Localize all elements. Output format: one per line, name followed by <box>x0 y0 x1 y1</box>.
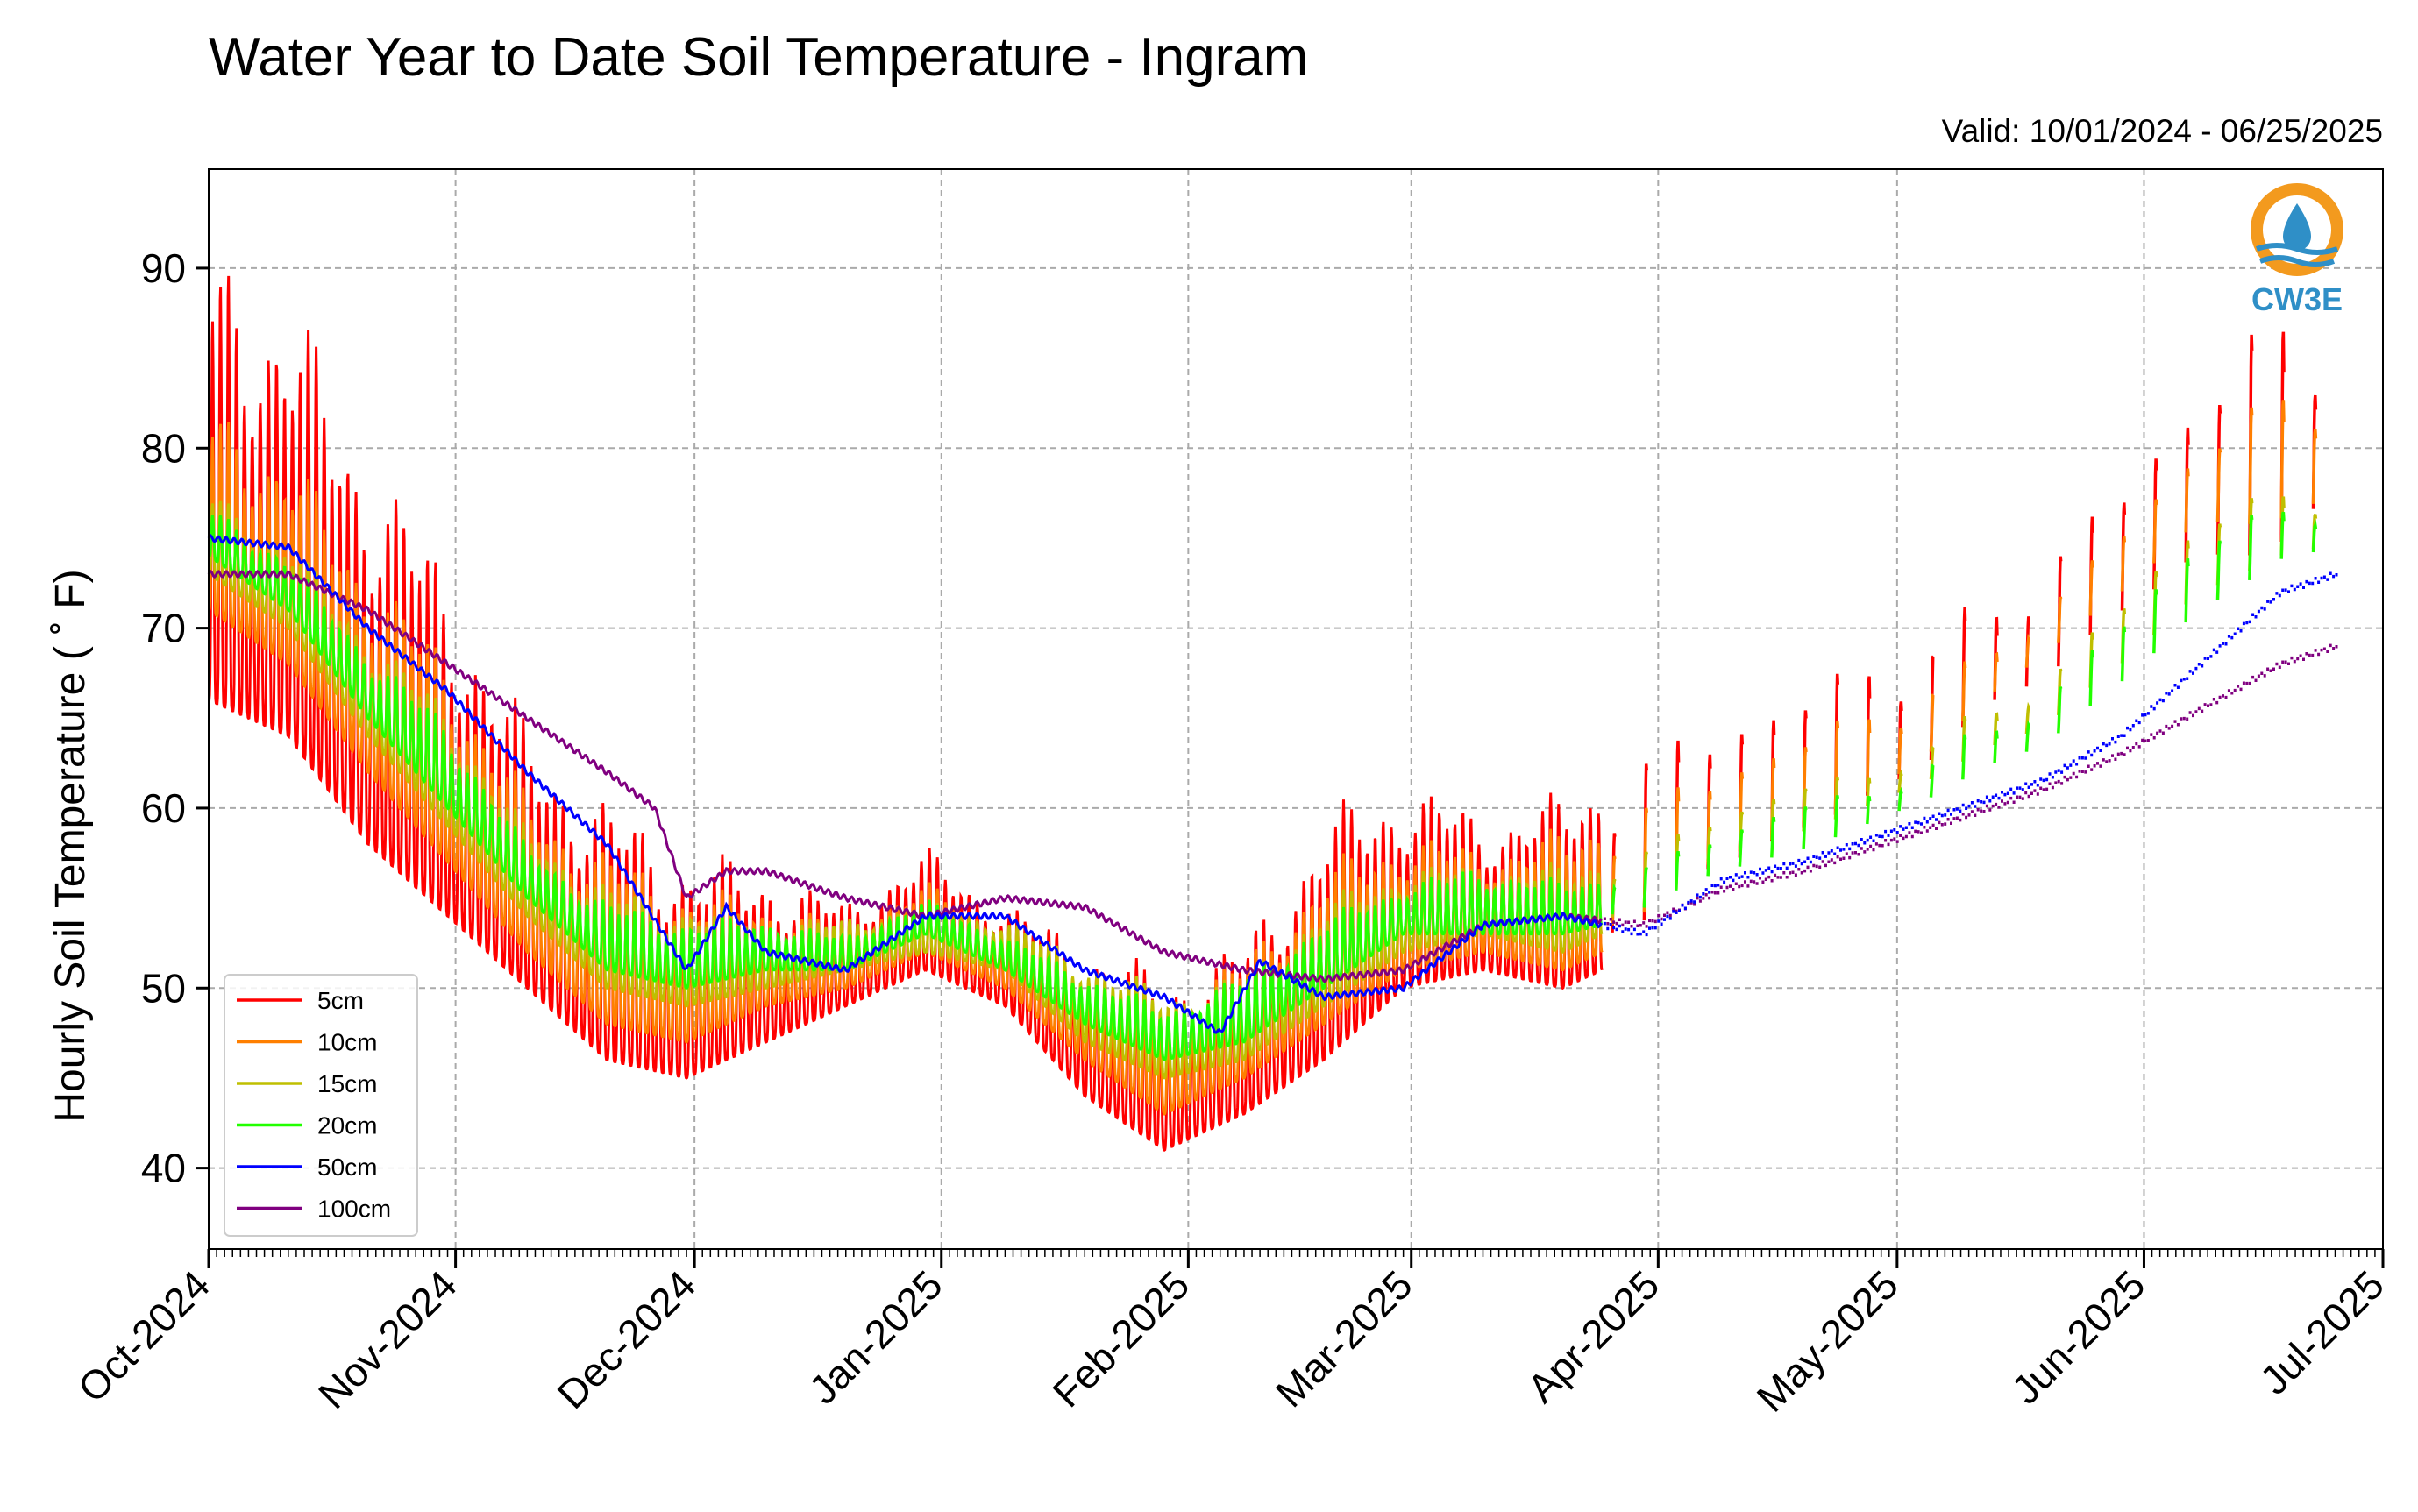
y-tick-label: 80 <box>141 425 186 471</box>
legend-label: 100cm <box>317 1196 391 1223</box>
logo-wave-1 <box>2256 243 2338 255</box>
y-tick-label: 90 <box>141 245 186 291</box>
logo-ring <box>2251 183 2343 276</box>
series-layer <box>207 275 2338 1152</box>
plot-frame <box>208 168 2384 1250</box>
y-axis-label: Hourly Soil Temperature ( ˚ F) <box>47 569 94 1122</box>
logo-text: CW3E <box>2251 281 2343 317</box>
y-tick-label: 50 <box>141 965 186 1011</box>
series-dots-50cm <box>1603 571 2338 937</box>
series-line-20cm <box>208 515 1604 1062</box>
x-tick-label: Apr-2025 <box>1518 1261 1668 1411</box>
x-tick-label: Dec-2024 <box>548 1261 704 1417</box>
series-20cm <box>208 511 2318 1062</box>
legend-label: 5cm <box>317 987 364 1014</box>
valid-range: Valid: 10/01/2024 - 06/25/2025 <box>1942 113 2383 149</box>
legend-label: 15cm <box>317 1070 377 1097</box>
series-line-5cm <box>208 275 1604 1152</box>
grid-lines <box>208 169 2384 1249</box>
x-tick-label: Jun-2025 <box>2002 1261 2153 1412</box>
x-tick-label: Feb-2025 <box>1043 1261 1198 1416</box>
logo-wave-2 <box>2258 255 2336 267</box>
x-tick-label: May-2025 <box>1748 1261 1907 1420</box>
series-line-50cm <box>207 534 1603 1034</box>
legend-label: 20cm <box>317 1112 377 1139</box>
legend-label: 10cm <box>317 1029 377 1056</box>
x-tick-label: Nov-2024 <box>309 1261 466 1417</box>
series-segments-5cm <box>1611 331 2318 933</box>
series-line-100cm <box>207 569 1603 983</box>
legend-item-10cm: 10cm <box>237 1029 377 1056</box>
legend-box <box>224 974 418 1237</box>
legend-item-5cm: 5cm <box>237 987 364 1014</box>
x-tick-label: Mar-2025 <box>1267 1261 1421 1416</box>
chart-title: Water Year to Date Soil Temperature - In… <box>209 27 1308 88</box>
legend-item-100cm: 100cm <box>237 1196 391 1223</box>
y-tick-label: 40 <box>141 1146 186 1191</box>
x-tick-label: Jan-2025 <box>800 1261 950 1412</box>
water-drop-icon <box>2283 203 2311 251</box>
x-tick-label: Oct-2024 <box>69 1261 219 1411</box>
legend-label: 50cm <box>317 1154 377 1181</box>
series-dots-100cm <box>1603 643 2338 928</box>
y-tick-label: 60 <box>141 785 186 831</box>
legend-item-15cm: 15cm <box>237 1070 377 1097</box>
series-segments-10cm <box>1611 400 2318 926</box>
cw3e-logo: CW3E <box>2251 183 2343 317</box>
series-5cm <box>208 275 2318 1152</box>
legend-item-50cm: 50cm <box>237 1154 377 1181</box>
series-segments-20cm <box>1611 511 2318 915</box>
x-minor-ticks <box>207 1249 2385 1268</box>
series-50cm <box>207 534 2338 1034</box>
x-tick-label: Jul-2025 <box>2251 1261 2393 1403</box>
y-tick-label: 70 <box>141 606 186 651</box>
legend: 5cm 10cm 15cm 20cm 50cm 100cm <box>224 974 418 1237</box>
legend-item-20cm: 20cm <box>237 1112 377 1139</box>
